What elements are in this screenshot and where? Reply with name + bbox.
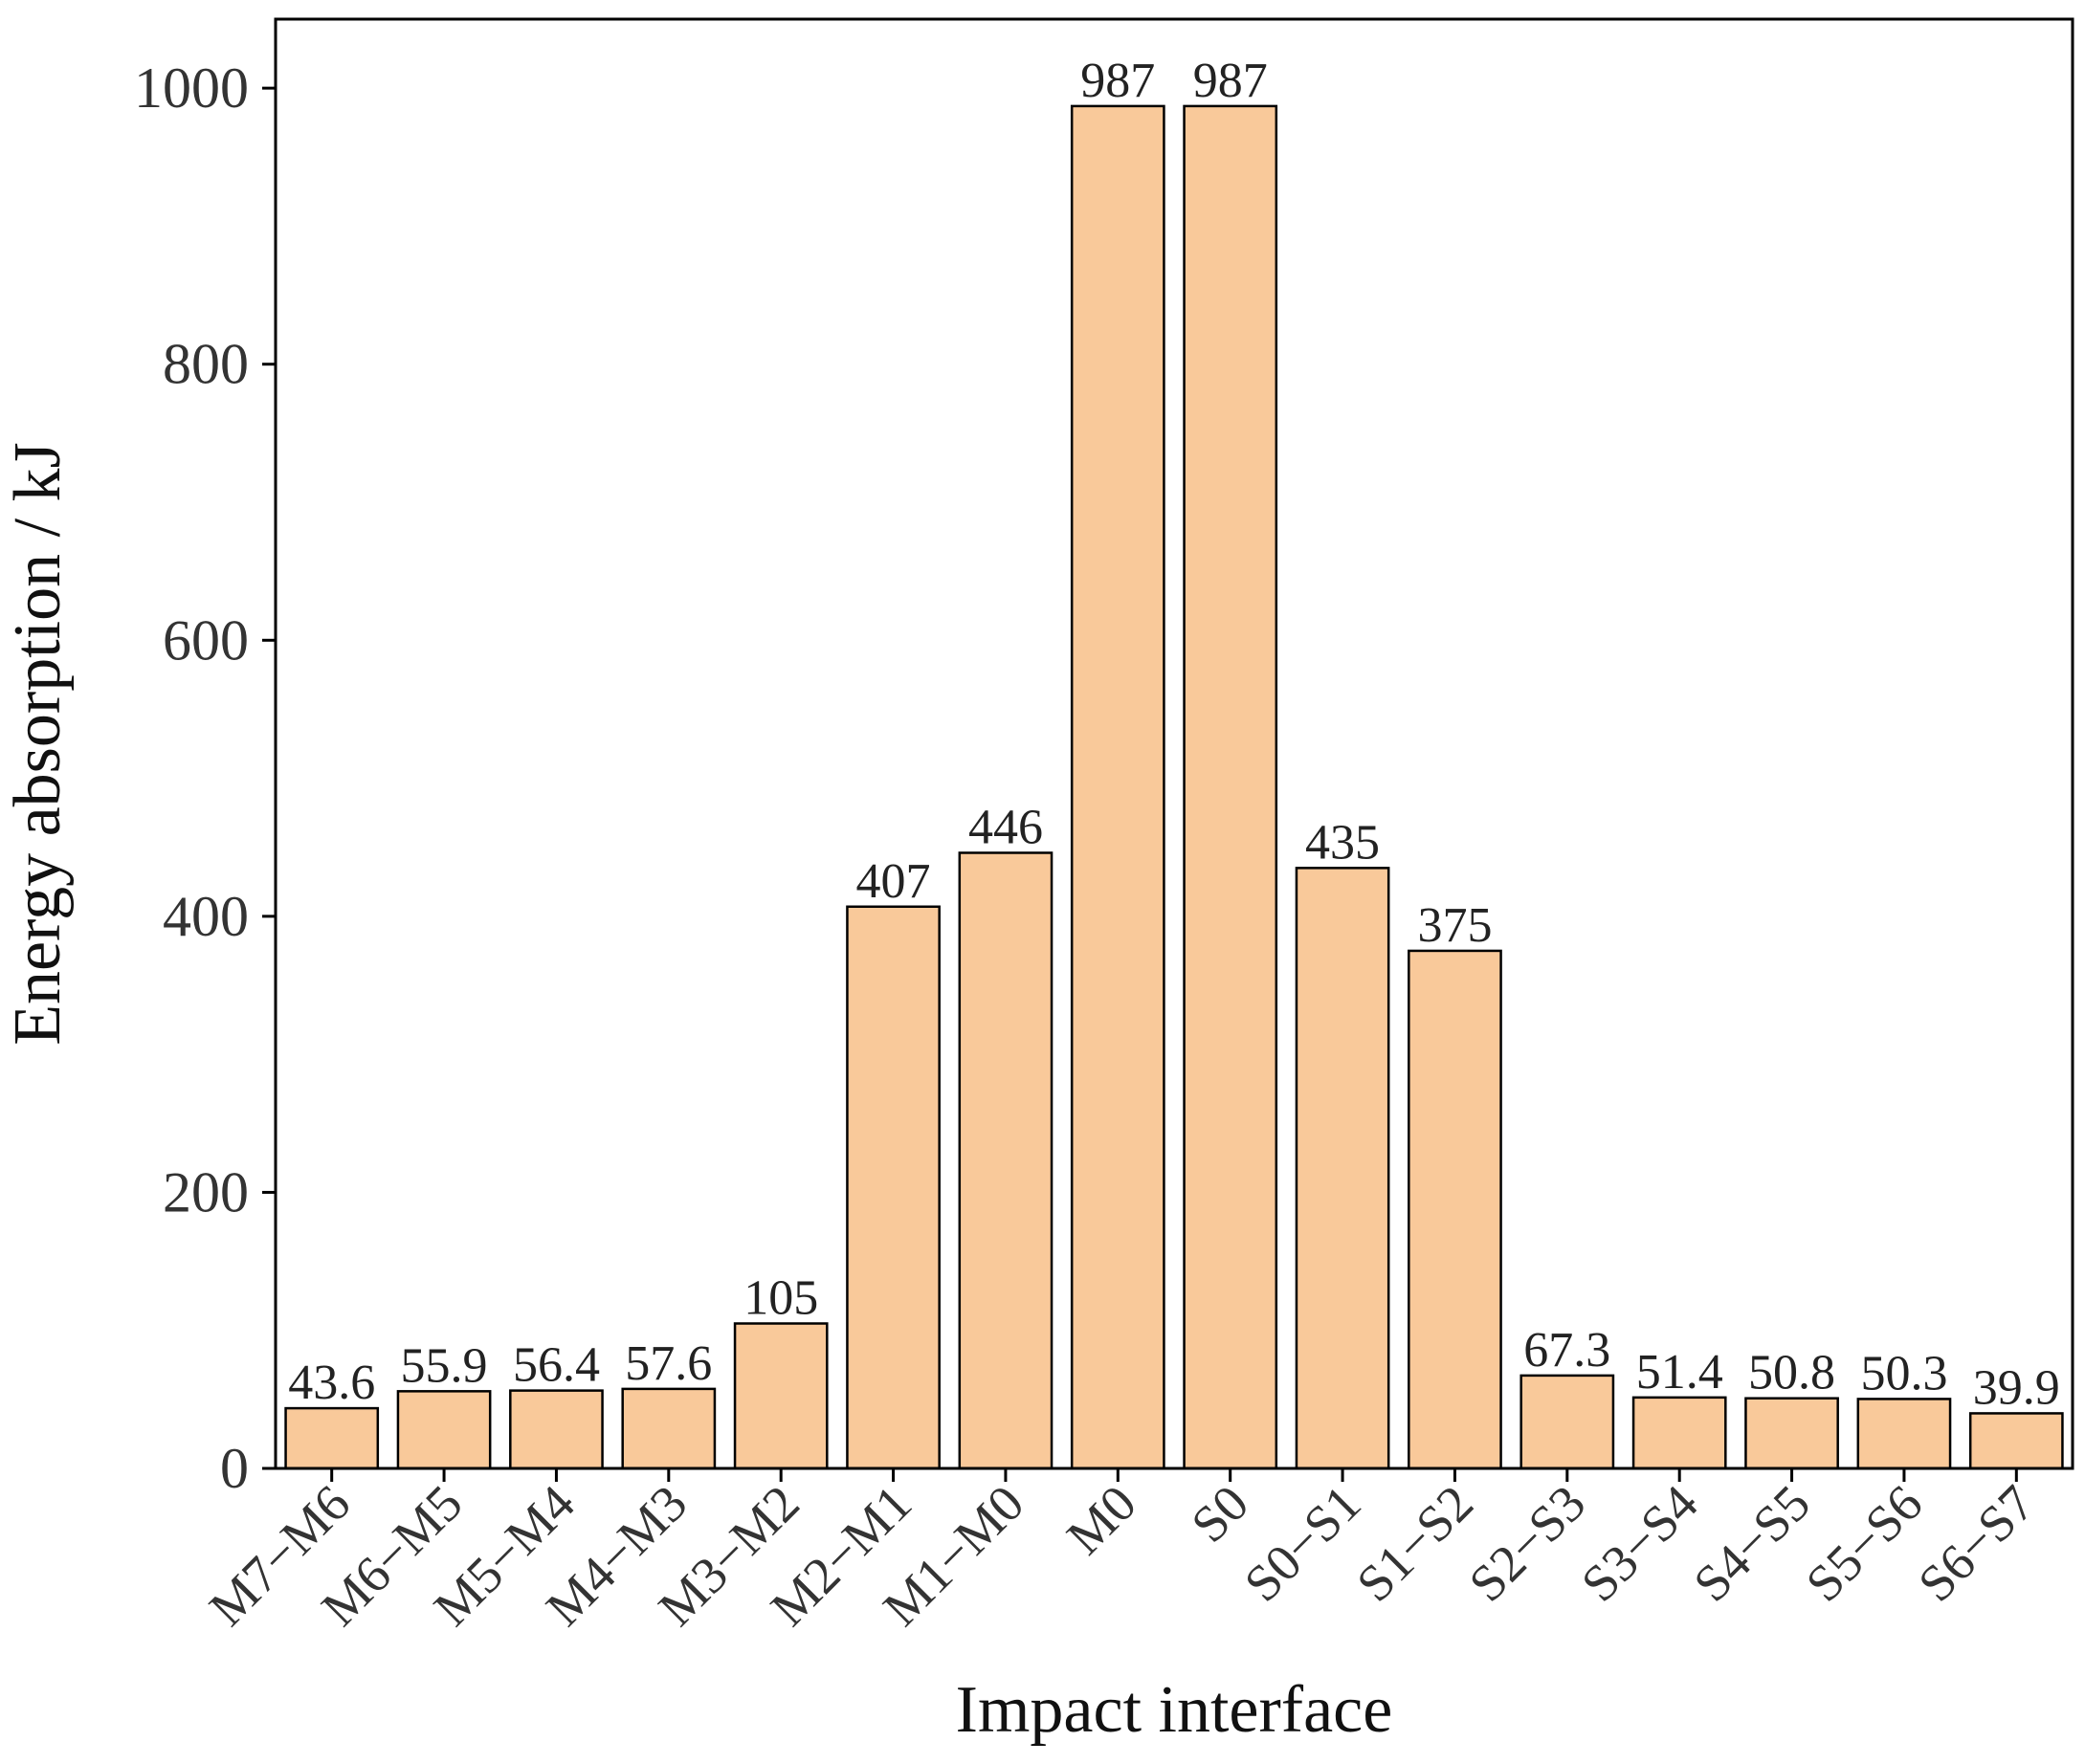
- bar-15: [1968, 1412, 2064, 1470]
- bar-9: [1295, 867, 1390, 1470]
- y-axis-ticks: 0 200 400 600 800 1000: [134, 56, 276, 1500]
- y-tick-label-2: 400: [163, 885, 249, 948]
- bar-11: [1519, 1374, 1615, 1470]
- bar-6: [958, 851, 1054, 1470]
- x-tick-label-15: S6−S7: [1907, 1474, 2046, 1613]
- y-tick-label-3: 600: [163, 608, 249, 672]
- y-axis-title: Energy absorption / kJ: [1, 442, 75, 1046]
- x-tick-label-7: M0: [1055, 1474, 1146, 1565]
- bar-5: [846, 905, 941, 1470]
- data-label-4: 105: [743, 1271, 818, 1326]
- data-label-11: 67.3: [1523, 1323, 1610, 1378]
- x-tick-label-9: S0−S1: [1233, 1474, 1372, 1613]
- bar-0: [284, 1406, 380, 1470]
- x-axis-title: Impact interface: [956, 1673, 1393, 1747]
- y-tick-label-4: 800: [163, 333, 249, 396]
- bar-7: [1070, 104, 1165, 1470]
- x-tick-label-13: S4−S5: [1682, 1474, 1821, 1613]
- y-tick-label-5: 1000: [134, 56, 249, 120]
- y-tick-label-1: 200: [163, 1160, 249, 1224]
- x-tick-label-8: S0: [1180, 1474, 1259, 1554]
- y-tick-label-0: 0: [220, 1437, 249, 1500]
- data-label-8: 987: [1193, 54, 1268, 108]
- bar-1: [396, 1390, 492, 1470]
- data-label-1: 55.9: [401, 1338, 488, 1393]
- data-label-0: 43.6: [288, 1356, 375, 1410]
- bar-10: [1408, 949, 1502, 1470]
- bars-layer: [284, 104, 2064, 1470]
- data-label-2: 56.4: [513, 1338, 600, 1393]
- data-labels-layer: 43.6 55.9 56.4 57.6 105 407 446 987 987 435 375 67.…: [288, 54, 2060, 1416]
- data-label-7: 987: [1080, 54, 1155, 108]
- data-label-15: 39.9: [1973, 1360, 2060, 1415]
- data-label-13: 50.8: [1748, 1346, 1835, 1400]
- x-tick-label-14: S5−S6: [1795, 1474, 1934, 1613]
- bar-12: [1631, 1396, 1727, 1470]
- bar-2: [509, 1389, 604, 1470]
- bar-3: [621, 1387, 717, 1470]
- data-label-10: 375: [1417, 898, 1492, 953]
- x-tick-label-11: S2−S3: [1458, 1474, 1597, 1613]
- data-label-9: 435: [1305, 815, 1380, 870]
- data-label-12: 51.4: [1636, 1345, 1723, 1400]
- data-label-5: 407: [856, 854, 931, 909]
- bar-4: [733, 1322, 829, 1470]
- data-label-14: 50.3: [1860, 1346, 1947, 1400]
- x-tick-label-12: S3−S4: [1570, 1474, 1709, 1613]
- bar-14: [1856, 1398, 1952, 1470]
- data-label-3: 57.6: [625, 1336, 712, 1391]
- bar-13: [1744, 1397, 1839, 1470]
- bar-8: [1183, 104, 1278, 1470]
- x-tick-label-10: S1−S2: [1345, 1474, 1484, 1613]
- data-label-6: 446: [968, 800, 1043, 854]
- plot-frame: [274, 17, 2074, 1470]
